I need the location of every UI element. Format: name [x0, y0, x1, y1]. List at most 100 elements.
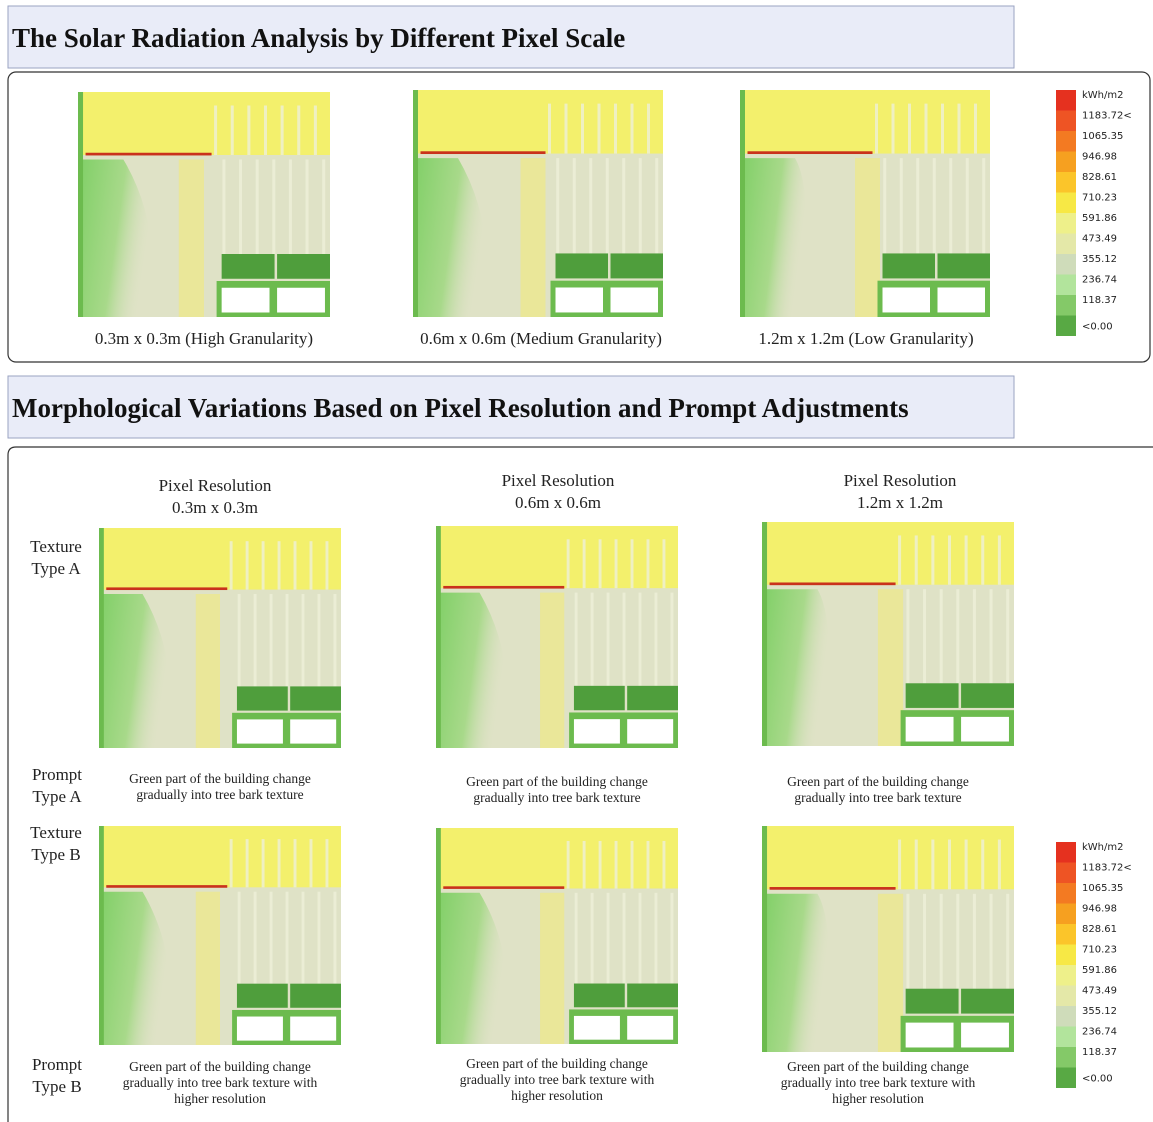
stripe: [981, 535, 985, 585]
stripe: [997, 839, 1001, 890]
stripe: [261, 839, 265, 888]
roof: [762, 522, 1014, 585]
stripe: [972, 589, 976, 684]
stripe: [891, 103, 895, 154]
stripe: [614, 539, 618, 589]
stripe: [646, 539, 650, 589]
left-edge: [436, 828, 441, 1044]
green-block: [905, 988, 959, 1014]
stripe: [566, 840, 570, 889]
prompt-text: Green part of the building change: [787, 774, 969, 789]
stripe: [272, 159, 276, 254]
prompt-text: gradually into tree bark texture with: [123, 1075, 318, 1090]
green-block: [221, 254, 275, 279]
stripe: [981, 839, 985, 890]
stripe: [638, 158, 642, 254]
stripe: [247, 105, 251, 155]
stripe: [982, 158, 986, 254]
stripe: [285, 891, 289, 984]
stripe: [989, 589, 993, 684]
window: [277, 287, 325, 313]
prompt-text: Green part of the building change: [466, 774, 648, 789]
rendering-image: [762, 826, 1014, 1052]
caption: 0.3m x 0.3m (High Granularity): [95, 329, 313, 348]
legend-swatch: [1056, 1067, 1076, 1088]
green-block: [236, 983, 288, 1008]
legend-label: 355.12: [1082, 254, 1117, 265]
legend-label: 946.98: [1082, 152, 1117, 163]
stripe: [622, 592, 626, 686]
green-block: [961, 683, 1014, 708]
stripe: [322, 159, 326, 254]
stripe: [574, 592, 578, 686]
roof: [762, 826, 1014, 890]
green-area: [99, 594, 171, 748]
window: [236, 1016, 283, 1041]
stripe: [222, 159, 226, 254]
stripe: [269, 594, 273, 687]
stripe: [939, 893, 943, 989]
roof: [413, 90, 663, 154]
stripe: [297, 105, 301, 155]
legend-label: 828.61: [1082, 924, 1117, 935]
rendering-image: [413, 90, 663, 317]
stripe: [277, 839, 281, 888]
stripe: [325, 839, 329, 888]
green-block: [290, 686, 341, 711]
stripe: [293, 839, 297, 888]
yellow-band: [855, 158, 880, 317]
legend-label: 710.23: [1082, 945, 1117, 956]
green-area: [762, 893, 829, 1052]
red-edge: [420, 151, 546, 155]
section-title: Morphological Variations Based on Pixel …: [12, 393, 909, 423]
rendering-image: [436, 828, 678, 1044]
yellow-band: [178, 159, 204, 317]
stripe: [630, 103, 634, 154]
legend-swatch: [1056, 172, 1076, 193]
left-edge: [99, 826, 104, 1045]
stripe: [285, 594, 289, 687]
prompt-text: gradually into tree bark texture: [136, 787, 303, 802]
green-block: [573, 983, 625, 1008]
legend-label: kWh/m2: [1082, 842, 1124, 853]
stripe: [965, 158, 969, 254]
row-label: Texture: [30, 823, 82, 842]
stripe: [964, 535, 968, 585]
rendering-image: [78, 92, 330, 317]
legend-swatch: [1056, 862, 1076, 883]
stripe: [253, 891, 257, 984]
legend-swatch: [1056, 151, 1076, 172]
rendering-image: [99, 826, 341, 1045]
stripe: [997, 535, 1001, 585]
stripe: [957, 103, 961, 154]
row-label: Type A: [31, 559, 81, 578]
red-edge: [769, 582, 896, 586]
yellow-band: [195, 594, 220, 748]
stripe: [939, 589, 943, 684]
legend-label: 1065.35: [1082, 131, 1123, 142]
roof: [436, 526, 678, 589]
window: [221, 287, 270, 313]
stripe: [947, 535, 951, 585]
stripe: [582, 840, 586, 889]
legend-swatch: [1056, 315, 1076, 336]
stripe: [916, 158, 920, 254]
rendering-image: [436, 526, 678, 748]
legend-swatch: [1056, 944, 1076, 965]
stripe: [269, 891, 273, 984]
stripe: [638, 592, 642, 686]
prompt-text: higher resolution: [832, 1091, 924, 1106]
stripe: [214, 105, 218, 155]
stripe: [949, 158, 953, 254]
stripe: [622, 892, 626, 984]
row-label: Type A: [32, 787, 82, 806]
stripe: [582, 539, 586, 589]
green-area: [740, 158, 807, 317]
stripe: [908, 103, 911, 154]
legend-swatch: [1056, 985, 1076, 1006]
stripe: [655, 158, 659, 254]
stripe: [931, 535, 935, 585]
stripe: [614, 103, 617, 154]
legend-label: kWh/m2: [1082, 90, 1124, 101]
stripe: [670, 892, 674, 984]
